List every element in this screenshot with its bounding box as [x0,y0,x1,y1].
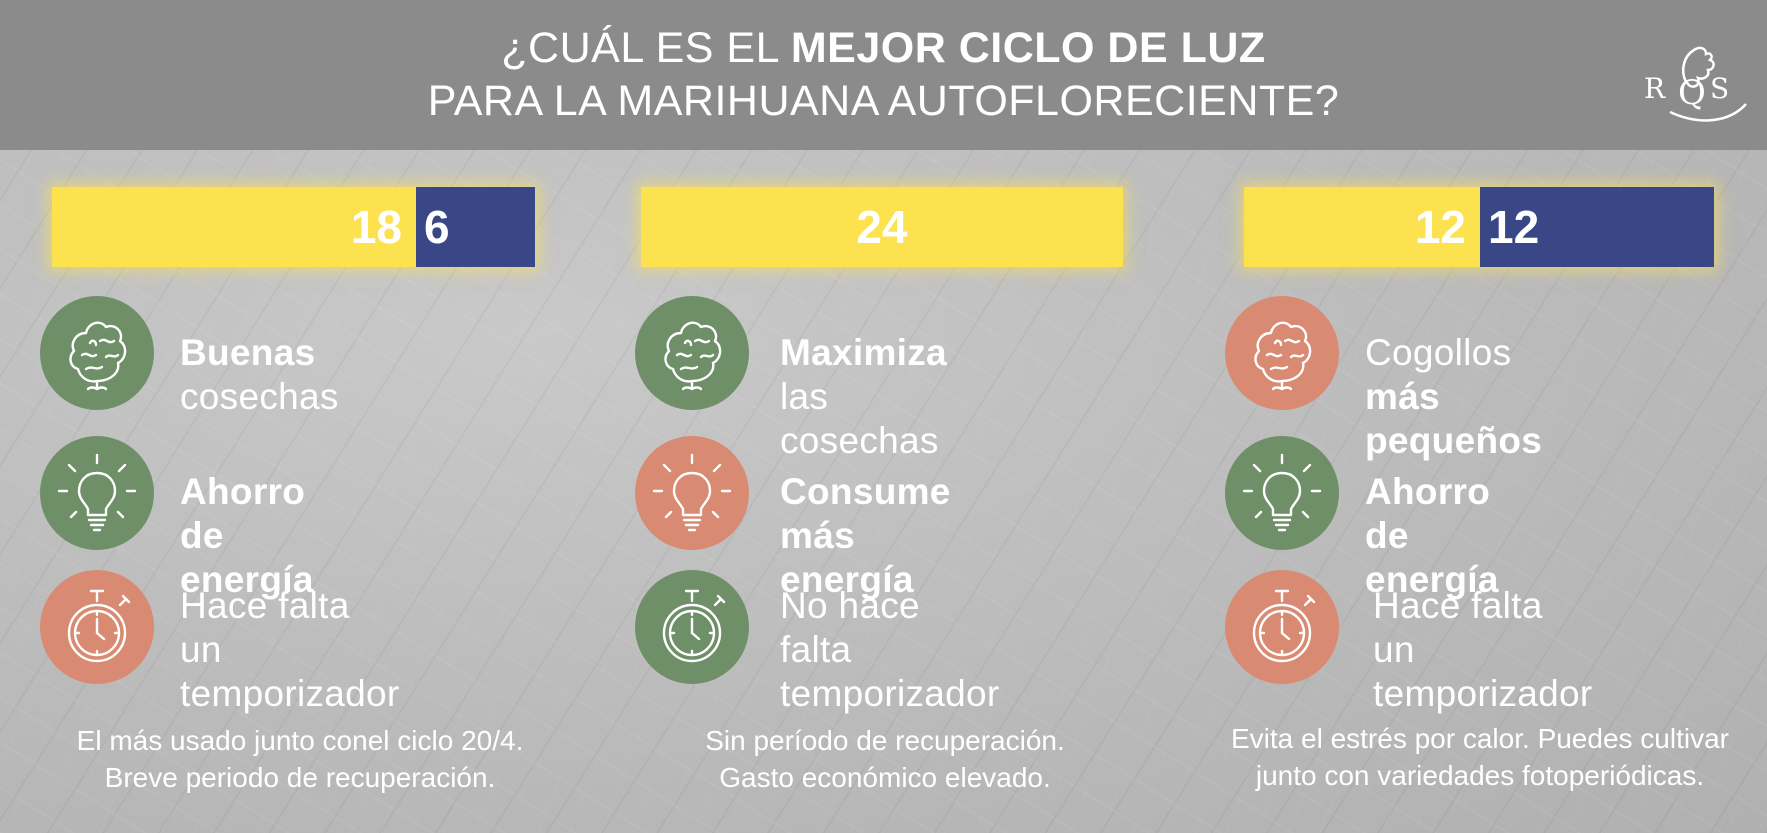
light-hours-value: 12 [1414,201,1466,253]
light-hours-segment: 24 [641,187,1123,267]
dark-hours-segment: 6 [416,187,535,267]
timer-status-circle [1225,570,1339,684]
cycle-note-line1: Evita el estrés por calor. Puedes cultiv… [1230,723,1729,754]
harvest-label: Maximiza las cosechas [780,331,947,463]
harvest-status-circle [635,296,749,410]
lightbulb-icon [57,453,137,532]
harvest-label-text: cosechas [180,376,339,417]
dark-hours-segment: 12 [1480,187,1714,267]
stopwatch-icon [67,589,131,663]
energy-label-bold: Consume más energía [780,471,951,600]
cycle-note-line2: Gasto económico elevado. [719,762,1051,793]
title-line1-prefix: ¿CUÁL ES EL [501,24,791,72]
energy-label-bold: Ahorro de energía [1365,471,1499,600]
timer-status-circle [635,570,749,684]
timer-label-line2: temporizador [780,673,1000,714]
page-title: ¿CUÁL ES EL MEJOR CICLO DE LUZ PARA LA M… [0,22,1767,128]
timer-label: No hace falta temporizador [780,584,1000,716]
cycle-note-line2: Breve periodo de recuperación. [104,762,496,793]
svg-text:Q: Q [1678,73,1706,113]
stopwatch-icon [662,589,726,663]
title-line1-bold: MEJOR CICLO DE LUZ [790,24,1266,72]
harvest-label-text: Cogollos [1365,332,1512,373]
energy-label: Ahorro de energía [180,470,314,602]
harvest-label-text: las cosechas [780,376,939,461]
timer-label-line2: temporizador [180,673,400,714]
energy-status-circle [1225,436,1339,550]
timer-label: Hace falta un temporizador [180,584,400,716]
energy-label: Ahorro de energía [1365,470,1499,602]
light-cycle-bar: 12 12 [1244,187,1714,267]
dark-hours-value: 6 [424,201,450,253]
light-hours-value: 24 [856,201,908,253]
timer-label-line1: No hace falta [780,585,920,670]
cycle-note: Sin período de recuperación. Gasto econó… [620,722,1150,796]
harvest-label-bold: Buenas [180,332,316,373]
lightbulb-icon [1242,453,1322,532]
rqs-logo-icon: R Q S [1644,46,1747,122]
energy-label: Consume más energía [780,470,951,602]
light-cycle-bar: 24 [641,187,1123,267]
cycle-note: El más usado junto conel ciclo 20/4. Bre… [30,722,570,796]
lightbulb-icon [652,453,732,532]
light-hours-segment: 12 [1244,187,1480,267]
bud-icon [69,321,127,391]
cycle-note-line1: El más usado junto conel ciclo 20/4. [76,725,524,756]
stopwatch-icon [1252,589,1316,663]
harvest-label: Buenas cosechas [180,331,339,419]
harvest-label: Cogollos más pequeños [1365,331,1542,463]
svg-text:R: R [1644,72,1666,105]
light-hours-segment: 18 [52,187,416,267]
harvest-label-bold: más pequeños [1365,376,1543,461]
header-banner: ¿CUÁL ES EL MEJOR CICLO DE LUZ PARA LA M… [0,0,1767,150]
harvest-label-bold: Maximiza [780,332,947,373]
timer-status-circle [40,570,154,684]
timer-label: Hace falta un temporizador [1373,584,1593,716]
cycle-note-line2: junto con variedades fotoperiódicas. [1255,760,1705,791]
energy-label-bold: Ahorro de energía [180,471,314,600]
harvest-status-circle [1225,296,1339,410]
timer-label-line1: Hace falta un [1373,585,1543,670]
light-hours-value: 18 [350,201,402,253]
bud-icon [1254,321,1312,391]
timer-label-line1: Hace falta un [180,585,350,670]
cycle-note-line1: Sin período de recuperación. [705,725,1065,756]
cycle-note: Evita el estrés por calor. Puedes cultiv… [1205,720,1755,794]
light-cycle-bar: 18 6 [52,187,535,267]
bud-icon [664,321,722,391]
svg-text:S: S [1710,72,1729,105]
title-line2: PARA LA MARIHUANA AUTOFLORECIENTE? [427,77,1340,125]
energy-status-circle [40,436,154,550]
timer-label-line2: temporizador [1373,673,1593,714]
energy-status-circle [635,436,749,550]
harvest-status-circle [40,296,154,410]
dark-hours-value: 12 [1488,201,1540,253]
